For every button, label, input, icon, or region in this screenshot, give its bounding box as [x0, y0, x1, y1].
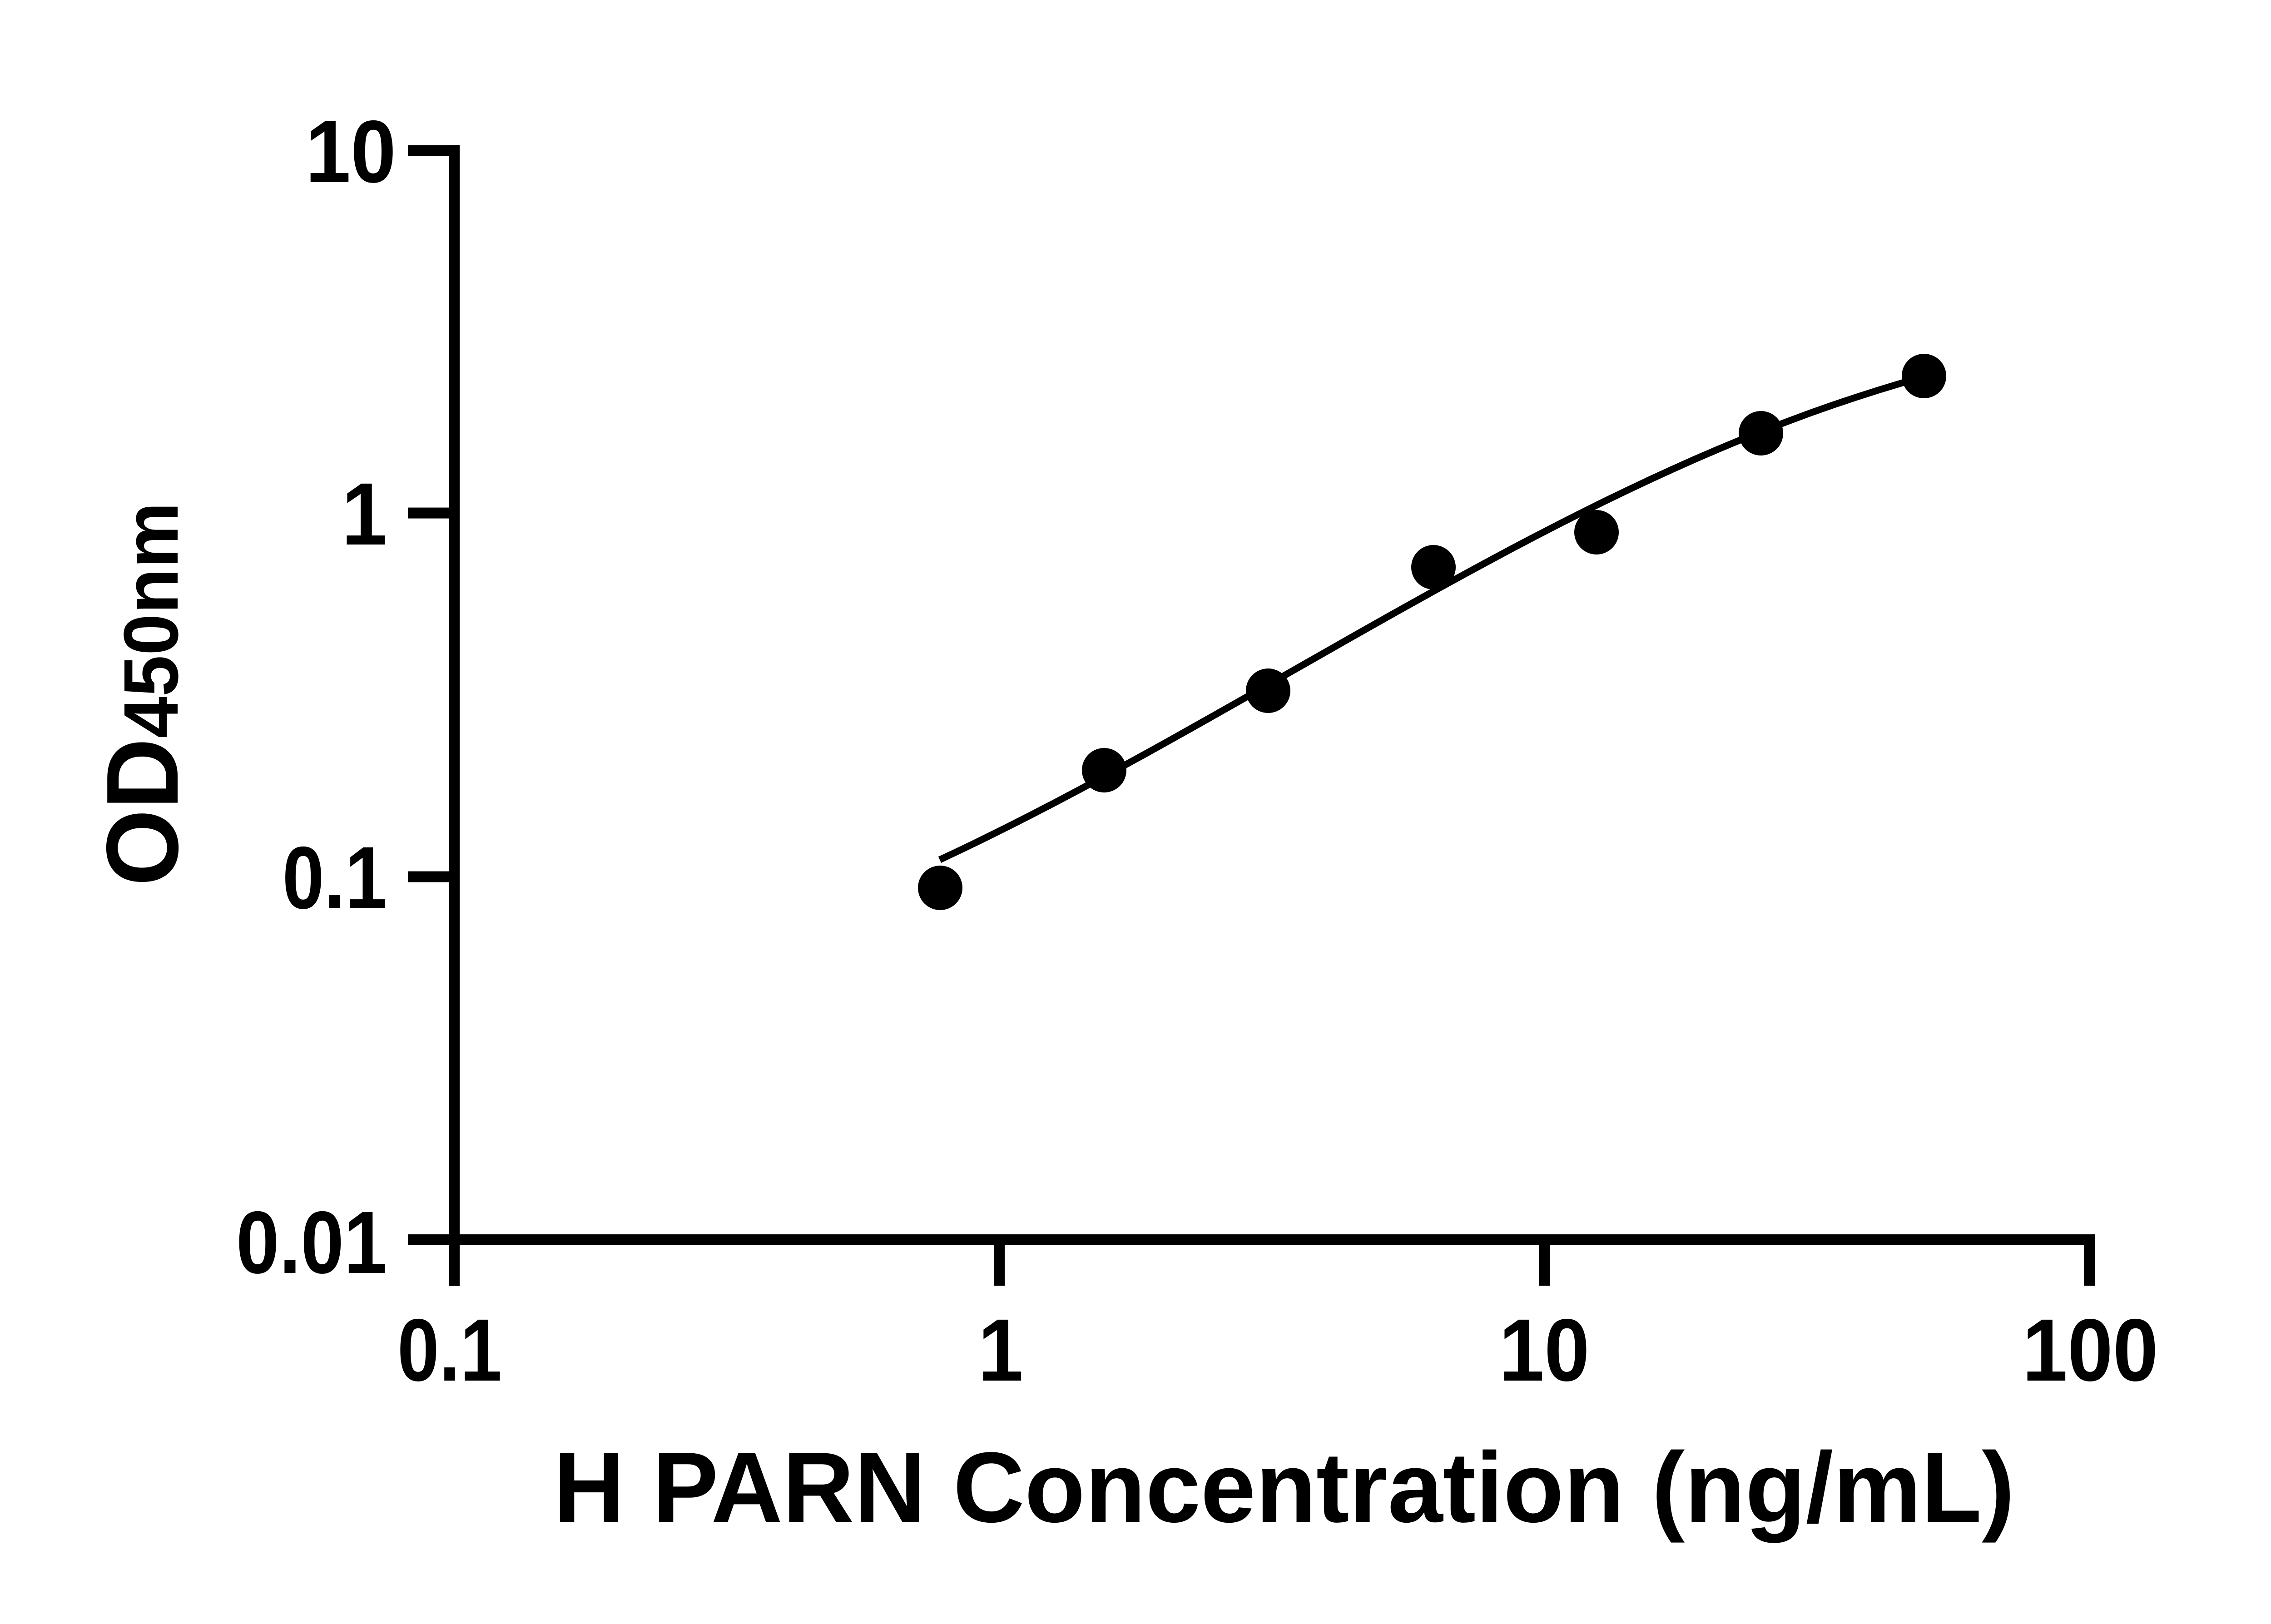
svg-text:OD450nm: OD450nm — [85, 502, 199, 886]
svg-text:100: 100 — [2022, 1300, 2158, 1400]
svg-text:1: 1 — [978, 1300, 1023, 1400]
svg-text:1: 1 — [342, 464, 387, 564]
svg-text:10: 10 — [1499, 1300, 1590, 1400]
svg-text:0.01: 0.01 — [236, 1193, 387, 1292]
svg-text:10: 10 — [305, 102, 396, 201]
svg-text:0.1: 0.1 — [283, 828, 387, 927]
svg-text:H PARN Concentration (ng/mL): H PARN Concentration (ng/mL) — [553, 1432, 2014, 1543]
svg-text:0.1: 0.1 — [397, 1301, 502, 1400]
